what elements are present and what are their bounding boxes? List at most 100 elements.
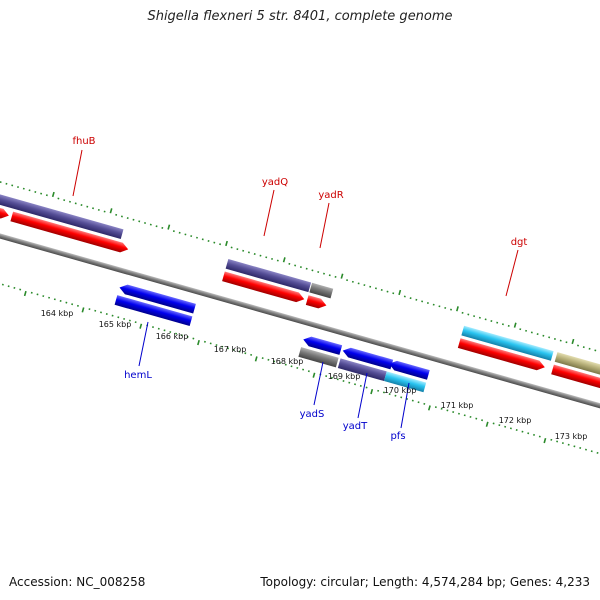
minor-tick — [284, 363, 287, 366]
minor-tick — [317, 271, 320, 273]
minor-tick — [192, 337, 195, 340]
axis-label-165: 165 kbp — [99, 320, 132, 329]
gene-yadR-arrow — [305, 295, 327, 309]
major-tick — [225, 240, 228, 247]
minor-tick — [22, 187, 25, 190]
yadR-callout — [319, 202, 330, 249]
minor-tick — [11, 184, 14, 187]
minor-tick — [115, 213, 118, 216]
minor-tick — [467, 313, 470, 316]
gene-pfs-box — [384, 371, 427, 393]
major-tick — [398, 289, 402, 296]
minor-tick — [469, 415, 472, 418]
minor-tick — [230, 246, 233, 249]
minor-tick — [259, 254, 262, 257]
major-tick — [427, 405, 431, 411]
minor-tick — [475, 417, 478, 420]
minor-tick — [163, 329, 166, 332]
minor-tick — [247, 251, 250, 254]
minor-tick — [594, 349, 597, 352]
minor-tick — [276, 259, 279, 262]
major-tick — [167, 224, 171, 230]
minor-tick — [392, 292, 395, 295]
axis-label-164: 164 kbp — [41, 309, 74, 318]
minor-tick — [190, 235, 193, 238]
minor-tick — [374, 287, 377, 290]
lower-guide-ticks — [1, 283, 599, 454]
minor-tick — [369, 285, 372, 288]
minor-tick — [330, 376, 333, 379]
yadS-callout — [313, 361, 324, 406]
minor-tick — [463, 414, 466, 417]
minor-tick — [40, 192, 43, 195]
minor-tick — [215, 344, 218, 347]
minor-tick — [561, 442, 564, 445]
gene-yadR-box — [309, 282, 334, 299]
axis-label-168: 168 kbp — [271, 357, 304, 366]
minor-tick — [111, 314, 114, 317]
minor-tick — [76, 304, 79, 307]
minor-tick — [533, 433, 536, 436]
minor-tick — [377, 389, 380, 392]
minor-tick — [346, 279, 349, 282]
minor-tick — [0, 181, 2, 184]
minor-tick — [134, 321, 137, 324]
minor-tick — [17, 186, 19, 189]
major-tick — [109, 208, 113, 214]
minor-tick — [311, 269, 314, 272]
minor-tick — [71, 303, 74, 306]
minor-tick — [178, 231, 181, 234]
minor-tick — [484, 318, 487, 321]
minor-tick — [444, 306, 447, 309]
minor-tick — [65, 301, 68, 304]
minor-tick — [120, 215, 123, 218]
minor-tick — [438, 305, 441, 308]
major-tick — [51, 191, 55, 198]
minor-tick — [302, 368, 305, 371]
minor-tick — [325, 375, 328, 378]
minor-tick — [473, 315, 476, 318]
minor-tick — [411, 399, 414, 402]
minor-tick — [155, 225, 158, 228]
minor-tick — [149, 223, 152, 226]
gene-label-yadS: yadS — [300, 409, 325, 420]
gene-label-yadT: yadT — [343, 421, 368, 432]
gene-yadT-box — [337, 358, 387, 382]
minor-tick — [519, 328, 522, 331]
minor-tick — [175, 332, 178, 335]
major-tick — [282, 257, 286, 263]
minor-tick — [207, 239, 210, 242]
minor-tick — [265, 256, 268, 259]
minor-tick — [267, 358, 270, 361]
minor-tick — [590, 450, 593, 453]
minor-tick — [492, 422, 495, 425]
minor-tick — [172, 230, 175, 233]
fhuB-callout — [72, 149, 83, 197]
gene-label-pfs: pfs — [390, 431, 405, 442]
minor-tick — [36, 293, 39, 296]
minor-tick — [426, 302, 429, 305]
major-tick — [571, 338, 575, 345]
minor-tick — [567, 443, 570, 446]
gene-label-yadR: yadR — [318, 190, 343, 201]
minor-tick — [305, 267, 308, 270]
major-tick — [485, 421, 489, 427]
minor-tick — [151, 326, 154, 329]
minor-tick — [461, 311, 464, 314]
minor-tick — [68, 200, 71, 203]
minor-tick — [334, 275, 337, 278]
minor-tick — [294, 264, 297, 267]
minor-tick — [161, 226, 164, 229]
minor-tick — [548, 336, 551, 339]
minor-tick — [559, 339, 562, 342]
minor-tick — [221, 345, 224, 348]
gene-fhuB-arrow-left — [0, 201, 9, 219]
minor-tick — [59, 299, 62, 302]
minor-tick — [117, 316, 120, 319]
minor-tick — [126, 217, 129, 220]
minor-tick — [186, 335, 189, 338]
minor-tick — [30, 291, 33, 294]
minor-tick — [457, 412, 460, 415]
minor-tick — [478, 316, 481, 319]
